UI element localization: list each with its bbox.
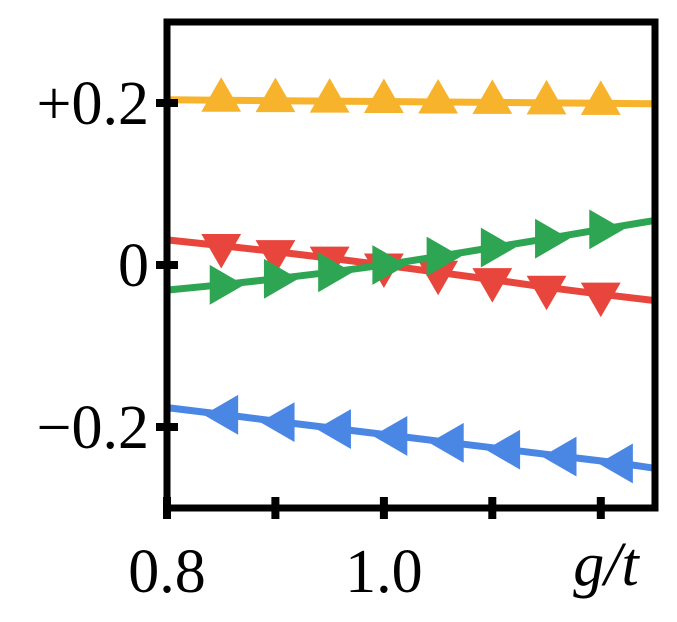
marker-triangle-left-blue-triangle-left <box>203 394 239 435</box>
marker-triangle-right-green-triangle-right <box>372 245 407 285</box>
y-tick-label: −0.2 <box>37 394 149 462</box>
marker-triangle-left-blue-triangle-left <box>372 415 408 456</box>
marker-triangle-up-amber-triangle-up <box>526 79 567 115</box>
y-tick <box>156 261 178 269</box>
marker-triangle-right-green-triangle-right <box>209 264 245 305</box>
y-tick-label: +0.2 <box>37 70 149 138</box>
marker-triangle-right-green-triangle-right <box>263 258 299 299</box>
marker-triangle-up-amber-triangle-up <box>363 78 404 114</box>
x-axis-label: g/t <box>573 531 640 599</box>
marker-triangle-left-blue-triangle-left <box>429 422 464 463</box>
marker-triangle-down-red-triangle-down <box>255 240 296 275</box>
marker-triangle-up-amber-triangle-up <box>472 79 513 114</box>
marker-triangle-left-blue-triangle-left <box>598 443 633 484</box>
series-layer <box>166 77 656 484</box>
marker-triangle-left-blue-triangle-left <box>260 402 295 443</box>
x-tick <box>271 497 280 519</box>
marker-triangle-right-green-triangle-right <box>589 209 624 250</box>
marker-triangle-down-red-triangle-down <box>526 275 567 311</box>
marker-triangle-down-red-triangle-down <box>472 268 513 303</box>
tick-labels-layer: +0.2 0 −0.2 0.8 1.0 g/t <box>37 70 641 606</box>
y-tick <box>156 423 178 431</box>
x-tick <box>488 497 497 519</box>
marker-triangle-right-green-triangle-right <box>426 236 462 277</box>
series-line-blue-triangle-left <box>166 404 656 472</box>
marker-triangle-up-amber-triangle-up <box>418 79 459 114</box>
series-line-red-triangle-down <box>166 236 656 305</box>
marker-triangle-left-blue-triangle-left <box>541 436 577 477</box>
marker-triangle-up-amber-triangle-up <box>255 77 296 113</box>
series-line-amber-triangle-up <box>166 96 656 108</box>
axes-layer <box>156 18 659 519</box>
x-tick-label: 0.8 <box>128 538 206 606</box>
marker-triangle-down-red-triangle-down <box>580 282 621 318</box>
marker-triangle-up-amber-triangle-up <box>309 78 350 113</box>
marker-triangle-right-green-triangle-right <box>480 227 516 268</box>
marker-triangle-left-blue-triangle-left <box>485 429 521 470</box>
x-tick <box>596 497 605 519</box>
y-tick-label: 0 <box>118 232 149 300</box>
marker-triangle-right-green-triangle-right <box>318 252 353 293</box>
marker-triangle-up-amber-triangle-up <box>201 77 242 112</box>
marker-triangle-right-green-triangle-right <box>535 218 570 259</box>
x-tick <box>163 497 171 519</box>
marker-triangle-left-blue-triangle-left <box>316 409 351 449</box>
marker-triangle-up-amber-triangle-up <box>580 80 621 115</box>
x-tick <box>379 497 388 519</box>
marker-triangle-down-red-triangle-down <box>201 234 242 269</box>
x-tick-label: 1.0 <box>345 538 423 606</box>
series-line-green-triangle-right <box>166 216 656 294</box>
y-tick <box>156 99 178 107</box>
